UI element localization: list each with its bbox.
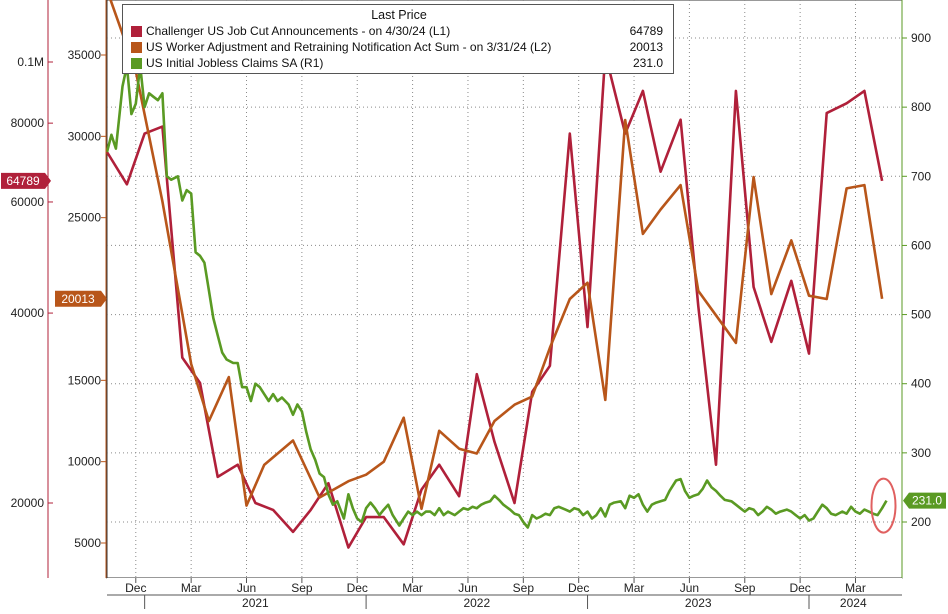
tick-label-r1: 800 <box>911 100 931 114</box>
tick-label-l1: 0.1M <box>17 55 44 69</box>
highlight-circle <box>870 477 897 534</box>
series-line-r1 <box>105 64 888 529</box>
badge-shape-l2 <box>55 290 107 307</box>
tick-label-month: Sep <box>291 581 313 595</box>
badge-r1: 231.0 <box>903 492 946 509</box>
legend-swatch-claims <box>131 58 142 69</box>
tick-label-r1: 200 <box>911 515 931 529</box>
plot-area <box>106 0 903 579</box>
tick-label-year: 2024 <box>840 596 867 609</box>
tick-label-l2: 15000 <box>68 373 102 387</box>
tick-label-l1: 80000 <box>11 116 45 130</box>
tick-label-month: Mar <box>181 581 202 595</box>
badge-text-l2: 20013 <box>61 292 95 306</box>
tick-label-month: Dec <box>789 581 810 595</box>
tick-label-l2: 10000 <box>68 455 102 469</box>
tick-label-month: Sep <box>734 581 756 595</box>
tick-label-year: 2022 <box>463 596 490 609</box>
tick-label-month: Dec <box>347 581 368 595</box>
tick-label-year: 2023 <box>685 596 712 609</box>
legend-label-job-cuts: Challenger US Job Cut Announcements - on… <box>146 24 451 38</box>
tick-label-r1: 300 <box>911 446 931 460</box>
legend-swatch-warn <box>131 42 142 53</box>
badge-text-r1: 231.0 <box>912 494 942 508</box>
tick-label-month: Jun <box>237 581 256 595</box>
legend-entry-claims: US Initial Jobless Claims SA (R1) 231.0 <box>131 56 667 71</box>
badge-shape-r1 <box>903 492 946 509</box>
tick-label-l2: 25000 <box>68 211 102 225</box>
tick-label-l1: 20000 <box>11 496 45 510</box>
x-axis-bg <box>107 578 902 609</box>
tick-label-l1: 40000 <box>11 306 45 320</box>
legend-label-warn: US Worker Adjustment and Retraining Noti… <box>146 40 552 54</box>
tick-label-l2: 5000 <box>74 536 101 550</box>
tick-label-r1: 900 <box>911 31 931 45</box>
tick-label-r1: 700 <box>911 169 931 183</box>
tick-label-r1: 500 <box>911 308 931 322</box>
badge-text-l1: 64789 <box>6 174 40 188</box>
legend-swatch-job-cuts <box>131 26 142 37</box>
tick-label-month: Jun <box>458 581 477 595</box>
badge-l2: 20013 <box>55 290 107 307</box>
legend-entry-job-cuts: Challenger US Job Cut Announcements - on… <box>131 24 667 39</box>
legend: Last Price Challenger US Job Cut Announc… <box>122 4 674 74</box>
series-line-l2 <box>109 0 884 511</box>
tick-label-r1: 600 <box>911 238 931 252</box>
tick-label-r1: 400 <box>911 377 931 391</box>
tick-label-month: Dec <box>125 581 146 595</box>
tick-label-month: Dec <box>568 581 589 595</box>
legend-value-warn: 20013 <box>629 40 663 54</box>
tick-label-month: Sep <box>513 581 535 595</box>
tick-label-month: Mar <box>845 581 866 595</box>
legend-header: Last Price <box>371 8 427 22</box>
tick-label-l1: 60000 <box>11 195 45 209</box>
tick-label-l2: 35000 <box>68 48 102 62</box>
legend-entry-warn: US Worker Adjustment and Retraining Noti… <box>131 40 667 55</box>
tick-label-year: 2021 <box>242 596 269 609</box>
legend-label-claims: US Initial Jobless Claims SA (R1) <box>146 56 324 70</box>
badge-shape-l1 <box>1 172 51 189</box>
badge-l1: 64789 <box>1 172 51 189</box>
tick-label-month: Mar <box>624 581 645 595</box>
tick-label-l2: 30000 <box>68 129 102 143</box>
legend-value-job-cuts: 64789 <box>629 24 663 38</box>
tick-label-month: Mar <box>402 581 423 595</box>
series-line-l1 <box>105 52 884 549</box>
tick-label-month: Jun <box>680 581 699 595</box>
legend-value-claims: 231.0 <box>632 56 663 70</box>
